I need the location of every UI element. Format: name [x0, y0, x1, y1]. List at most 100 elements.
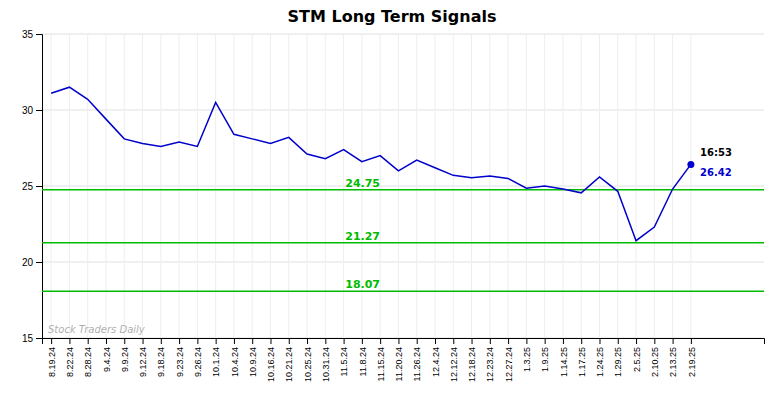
grid-line-x	[343, 34, 344, 338]
x-tick-label: 9.26.24	[193, 347, 203, 377]
x-tick-mark	[143, 338, 144, 344]
grid-line-x	[654, 34, 655, 338]
grid-line-y	[42, 110, 764, 111]
grid-line-x	[434, 34, 435, 338]
y-tick-mark	[36, 186, 42, 187]
x-tick-mark	[398, 338, 399, 344]
line	[51, 87, 691, 241]
grid-line-x	[636, 34, 637, 338]
x-tick-label: 11.26.24	[412, 347, 422, 381]
x-tick-mark	[526, 338, 527, 344]
x-tick-label: 11.8.24	[358, 347, 368, 376]
x-tick: 1.9.25	[540, 338, 550, 372]
grid-line-x	[599, 34, 600, 338]
x-tick-mark	[691, 338, 692, 344]
x-tick-mark	[581, 338, 582, 344]
x-tick: 2.13.25	[668, 338, 678, 377]
grid-line-x	[562, 34, 563, 338]
x-tick-label: 9.4.24	[102, 347, 112, 372]
y-tick-mark	[36, 34, 42, 35]
grid-line-x	[270, 34, 271, 338]
x-tick-mark	[599, 338, 600, 344]
grid-line-x	[142, 34, 143, 338]
grid	[42, 34, 764, 338]
reference-line	[42, 242, 764, 244]
y-tick-label: 30	[22, 105, 34, 116]
x-tick: 11.5.24	[339, 338, 349, 376]
x-tick-mark	[673, 338, 674, 344]
x-tick-label: 10.4.24	[230, 347, 240, 377]
x-tick-label: 11.15.24	[376, 347, 386, 381]
x-tick: 9.26.24	[193, 338, 203, 377]
title: STM Long Term Signals	[288, 7, 497, 26]
grid-line-x	[124, 34, 125, 338]
x-tick-label: 1.9.25	[540, 347, 550, 372]
marks	[42, 87, 764, 291]
x-tick: 12.4.24	[431, 338, 441, 377]
last-point-value: 26.42	[700, 167, 732, 178]
x-tick-label: 10.25.24	[303, 347, 313, 382]
reference-line	[42, 189, 764, 191]
x-tick-label: 11.20.24	[394, 347, 404, 381]
grid-line-x	[471, 34, 472, 338]
y-tick-mark	[36, 110, 42, 111]
x-tick: 12.18.24	[467, 338, 477, 382]
grid-line-x	[398, 34, 399, 338]
x-tick-label: 11.5.24	[339, 347, 349, 376]
x-tick-mark	[216, 338, 217, 344]
x-tick-label: 10.31.24	[321, 347, 331, 382]
grid-line-x	[307, 34, 308, 338]
x-tick: 9.12.24	[138, 338, 148, 377]
y-tick-label: 35	[22, 29, 34, 40]
x-tick: 1.3.25	[522, 338, 532, 372]
x-tick-mark	[161, 338, 162, 344]
x-tick-label: 1.3.25	[522, 347, 532, 372]
grid-line-y	[42, 34, 764, 35]
x-tick-mark	[380, 338, 381, 344]
x-tick-mark	[472, 338, 473, 344]
x-tick-label: 8.28.24	[83, 347, 93, 377]
x-axis-line	[43, 339, 765, 345]
x-tick-label: 9.23.24	[175, 347, 185, 377]
grid-line-y	[42, 186, 764, 187]
x-tick-label: 10.16.24	[266, 347, 276, 382]
last-point-label: 16:53	[700, 147, 732, 158]
x-tick-label: 2.13.25	[668, 347, 678, 377]
x-tick: 9.18.24	[156, 338, 166, 377]
grid-line-x	[453, 34, 454, 338]
x-tick: 10.1.24	[211, 338, 221, 377]
x-tick: 10.25.24	[303, 338, 313, 382]
x-tick-mark	[124, 338, 125, 344]
x-tick-label: 8.22.24	[65, 347, 75, 377]
x-tick-mark	[197, 338, 198, 344]
reference-label: 21.27	[345, 230, 380, 243]
x-tick: 10.21.24	[284, 338, 294, 382]
x-tick-mark	[270, 338, 271, 344]
reference-label: 24.75	[345, 177, 380, 190]
x-tick-mark	[289, 338, 290, 344]
x-tick-label: 12.12.24	[449, 347, 459, 382]
y-axis: 1520253035	[22, 29, 43, 344]
x-tick-label: 9.18.24	[156, 347, 166, 377]
grid-line-x	[69, 34, 70, 338]
y-tick-label: 15	[22, 333, 34, 344]
x-tick-label: 10.1.24	[211, 347, 221, 377]
y-tick: 30	[22, 105, 42, 116]
reference-line	[42, 291, 764, 293]
x-tick-label: 1.24.25	[595, 347, 605, 377]
x-tick-label: 9.12.24	[138, 347, 148, 377]
x-tick: 8.19.24	[47, 338, 57, 377]
x-tick-mark	[563, 338, 564, 344]
x-tick: 9.9.24	[120, 338, 130, 372]
x-tick: 10.31.24	[321, 338, 331, 382]
reference-label: 18.07	[345, 278, 380, 291]
x-tick: 12.12.24	[449, 338, 459, 382]
grid-line-x	[416, 34, 417, 338]
x-tick-label: 2.19.25	[687, 347, 697, 377]
grid-line-x	[197, 34, 198, 338]
x-tick-label: 8.19.24	[47, 347, 57, 377]
x-tick-mark	[636, 338, 637, 344]
watermark: Stock Traders Daily	[48, 324, 146, 335]
chart: STM Long Term Signals 8.19.24 8.22.24 8.28.…	[0, 0, 784, 398]
x-tick: 12.23.24	[485, 338, 495, 382]
